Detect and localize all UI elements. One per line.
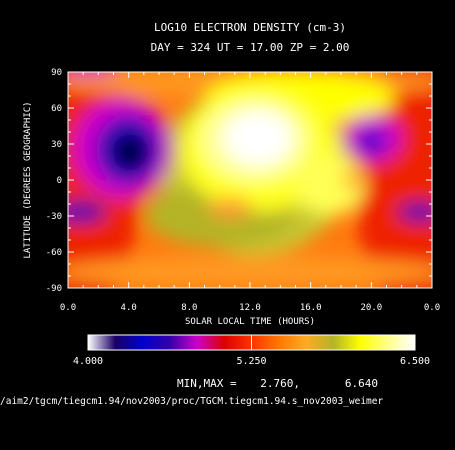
- y-axis: 90 60 30 0 -30 -60 -90: [46, 68, 432, 294]
- colorbar-ticks: 4.000 5.250 6.500: [73, 335, 430, 367]
- x-axis: 0.0 4.0 8.0 12.0 16.0 20.0 0.0: [60, 72, 440, 313]
- x-axis-label: SOLAR LOCAL TIME (HOURS): [185, 317, 315, 327]
- heatmap-field: [68, 72, 432, 288]
- colorbar-tick-label: 4.000: [73, 356, 103, 367]
- min-value: 2.760,: [260, 377, 300, 390]
- y-tick-label: 60: [51, 104, 62, 114]
- x-tick-label: 12.0: [239, 303, 261, 313]
- y-tick-label: -90: [46, 284, 62, 294]
- chart-title: LOG10 ELECTRON DENSITY (cm-3): [154, 21, 346, 34]
- x-tick-label: 4.0: [121, 303, 137, 313]
- x-tick-label: 8.0: [181, 303, 197, 313]
- x-tick-label: 0.0: [60, 303, 76, 313]
- y-axis-label: LATITUDE (DEGREES GEOGRAPHIC): [23, 101, 33, 258]
- y-tick-label: -30: [46, 212, 62, 222]
- max-value: 6.640: [345, 377, 378, 390]
- y-tick-label: 30: [51, 140, 62, 150]
- colorbar-tick-label: 6.500: [400, 356, 430, 367]
- x-tick-label: 20.0: [360, 303, 382, 313]
- colorbar-tick-label: 5.250: [236, 356, 266, 367]
- minmax-label: MIN,MAX =: [177, 377, 237, 390]
- y-tick-label: 90: [51, 68, 62, 78]
- y-tick-label: 0: [57, 176, 62, 186]
- source-path: /aim2/tgcm/tiegcm1.94/nov2003/proc/TGCM.…: [0, 396, 383, 407]
- x-tick-label: 0.0: [424, 303, 440, 313]
- chart-subtitle: DAY = 324 UT = 17.00 ZP = 2.00: [151, 41, 350, 54]
- y-tick-label: -60: [46, 248, 62, 258]
- x-tick-label: 16.0: [300, 303, 322, 313]
